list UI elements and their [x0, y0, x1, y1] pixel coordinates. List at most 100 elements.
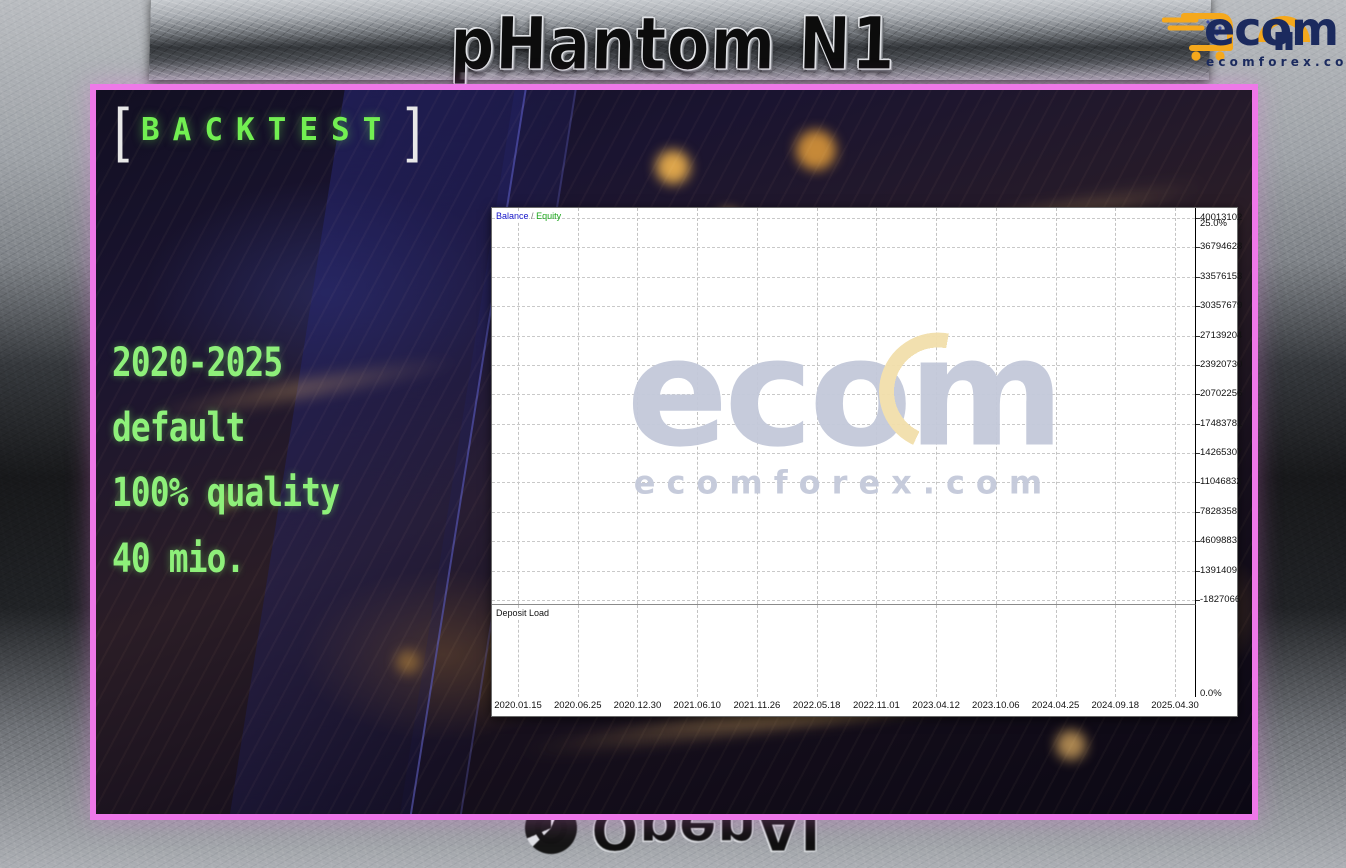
grid-line-horizontal	[492, 570, 1195, 572]
grid-line-vertical	[1175, 208, 1176, 604]
grid-line-vertical	[1055, 605, 1057, 697]
backtest-heading: [ BACKTEST ]	[114, 96, 422, 164]
backtest-info-list: 2020-2025 default 100% quality 40 mio.	[112, 340, 442, 601]
y-axis-tick	[1196, 364, 1200, 366]
y-axis-tick	[1196, 482, 1200, 484]
y-axis-tick-label: 1391409	[1200, 564, 1237, 576]
logo-domain: ecomforex.com	[1206, 55, 1346, 69]
y-axis-tick-label: 20702256	[1200, 388, 1243, 400]
x-axis-tick-label: 2021.06.10	[673, 700, 721, 711]
y-axis-tick-label: 33576153	[1200, 270, 1243, 282]
grid-line-horizontal	[492, 541, 1195, 543]
logo-wordmark: ecom	[1204, 2, 1339, 56]
x-axis-tick-label: 2023.10.06	[972, 700, 1020, 711]
grid-line-vertical	[816, 208, 818, 604]
grid-line-vertical	[756, 208, 758, 604]
ecomforex-logo: ecom ecomforex.com	[1161, 2, 1346, 76]
grid-line-horizontal	[492, 600, 1195, 601]
deposit-load-plot: Deposit Load	[492, 605, 1196, 697]
backtest-label: BACKTEST	[141, 112, 395, 148]
grid-line-vertical	[1115, 208, 1117, 604]
y-axis-tick	[1196, 306, 1200, 308]
legend-balance: Balance	[496, 211, 529, 221]
grid-line-vertical	[518, 605, 519, 697]
grid-line-vertical	[637, 208, 639, 604]
legend-separator: /	[531, 211, 534, 221]
y-axis-tick	[1196, 394, 1200, 396]
grid-line-vertical	[1055, 208, 1057, 604]
info-line-quality: 100% quality	[112, 470, 340, 517]
y-axis-tick	[1196, 600, 1200, 601]
y-axis-tick	[1196, 218, 1200, 219]
deposit-load-label: Deposit Load	[496, 608, 550, 618]
grid-line-horizontal	[492, 394, 1195, 396]
grid-line-horizontal	[492, 276, 1195, 278]
grid-line-vertical	[936, 605, 938, 697]
grid-line-horizontal	[492, 218, 1195, 219]
grid-line-vertical	[876, 605, 878, 697]
bracket-left-icon: [	[114, 96, 130, 164]
deposit-load-min-label: 0.0%	[1200, 688, 1222, 699]
y-axis-tick	[1196, 511, 1200, 513]
x-axis-tick-label: 2024.09.18	[1091, 700, 1140, 711]
x-axis-tick-label: 2022.05.18	[792, 700, 841, 711]
info-line-profit: 40 mio.	[112, 535, 245, 582]
info-line-period: 2020-2025	[112, 340, 283, 386]
y-axis-tick	[1196, 453, 1200, 455]
x-axis-tick-label: 2023.04.12	[912, 700, 960, 711]
grid-line-horizontal	[492, 423, 1195, 425]
grid-line-horizontal	[492, 306, 1195, 308]
y-axis-tick-label: 30357679	[1200, 300, 1243, 312]
y-axis-tick-label: 14265307	[1200, 447, 1243, 459]
grid-line-vertical	[1115, 605, 1117, 697]
y-axis-tick-label: 40013102	[1200, 212, 1243, 223]
y-axis-tick-label: 36794628	[1200, 241, 1243, 253]
grid-line-vertical	[995, 605, 997, 697]
y-axis-tick-label: 23920730	[1200, 358, 1243, 370]
y-axis-tick	[1196, 570, 1200, 572]
x-axis-tick-label: 2020.06.25	[553, 700, 602, 711]
bokeh-light	[656, 150, 690, 184]
grid-line-vertical	[577, 208, 579, 604]
product-title-reflection: pHantom N1	[0, 72, 1346, 79]
y-axis-tick	[1196, 541, 1200, 543]
y-axis-tick-label: -1827066	[1200, 594, 1241, 605]
x-axis-tick-label: 2024.04.25	[1031, 700, 1080, 711]
grid-line-horizontal	[492, 453, 1195, 455]
x-axis-tick-label: 2020.01.15	[494, 700, 542, 711]
balance-equity-curves	[492, 208, 1195, 604]
bokeh-light	[1056, 730, 1086, 760]
deposit-load-max-label: 25.0%	[1200, 218, 1227, 229]
y-axis-tick-label: 7828358	[1200, 505, 1237, 517]
info-line-settings: default	[112, 405, 245, 452]
header-band: pHantom N1 pHantom N1	[0, 0, 1346, 86]
grid-line-vertical	[756, 605, 758, 697]
y-axis-tick	[1196, 247, 1200, 249]
bokeh-light	[796, 130, 836, 170]
grid-line-vertical	[518, 208, 519, 604]
y-axis-tick-label: 4609883	[1200, 535, 1237, 547]
y-axis-tick	[1196, 335, 1200, 337]
backtest-frame: [ BACKTEST ] 2020-2025 default 100% qual…	[90, 84, 1258, 820]
x-axis-tick-label: 2025.04.30	[1151, 700, 1199, 711]
bokeh-light	[396, 650, 420, 674]
grid-line-vertical	[876, 208, 878, 604]
logo-svg	[1161, 13, 1310, 61]
grid-line-vertical	[697, 605, 699, 697]
x-axis: 2020.01.15 2020.06.25 2020.12.30 2021.06.10…	[492, 697, 1237, 716]
bracket-right-icon: ]	[406, 96, 422, 164]
legend-equity: Equity	[536, 211, 562, 221]
bokeh-light	[216, 490, 236, 510]
x-axis-tick-label: 2022.11.01	[852, 700, 900, 711]
grid-line-horizontal	[492, 364, 1195, 366]
y-axis-tick	[1196, 423, 1200, 425]
grid-line-horizontal	[492, 482, 1195, 484]
strategy-tester-report: Balance / Equity ecom ecomforex.com	[491, 207, 1242, 717]
grid-line-horizontal	[492, 511, 1195, 513]
x-axis-tick-label: 2020.12.30	[613, 700, 662, 711]
balance-equity-plot: Balance / Equity ecom ecomforex.com	[492, 208, 1196, 605]
y-axis-tick-label: 27139204	[1200, 329, 1243, 341]
grid-line-vertical	[637, 605, 639, 697]
y-axis-tick	[1196, 276, 1200, 278]
